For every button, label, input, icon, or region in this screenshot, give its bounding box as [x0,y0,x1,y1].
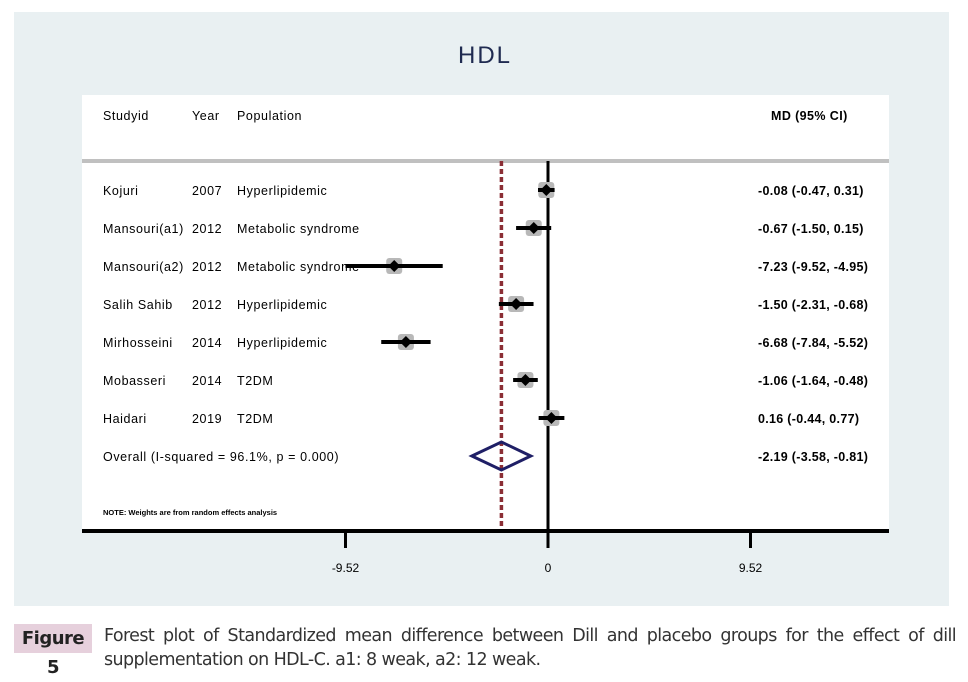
effect-label: 0.16 (-0.44, 0.77) [758,412,859,426]
note-text: NOTE: Weights are from random effects an… [103,508,277,517]
header-divider [82,159,889,163]
x-tick-label: 9.52 [739,561,763,575]
study-year: 2007 [192,184,222,198]
study-name: Mirhosseini [103,336,173,350]
study-name: Mansouri(a2) [103,260,184,274]
study-year: 2014 [192,374,222,388]
x-tick-label: 0 [545,561,552,575]
study-year: 2019 [192,412,222,426]
forest-plot: HDL Studyid Year Population MD (95% CI) … [82,42,889,575]
point-estimate [388,260,401,272]
header-study: Studyid [103,109,149,123]
point-estimate [545,412,558,424]
study-population: Hyperlipidemic [237,184,327,198]
effect-label: -1.06 (-1.64, -0.48) [758,374,868,388]
study-population: Metabolic syndrome [237,260,360,274]
study-row: Kojuri 2007 Hyperlipidemic -0.08 (-0.47, 0.… [103,182,864,198]
figure-caption: Forest plot of Standardized mean differe… [104,626,957,670]
point-estimate [510,298,523,310]
study-year: 2012 [192,260,222,274]
study-name: Mansouri(a1) [103,222,184,236]
study-row: Mirhosseini 2014 Hyperlipidemic -6.68 (-7.8… [103,334,868,350]
study-row: Mansouri(a2) 2012 Metabolic syndrome -7.23 … [103,258,868,274]
point-estimate [540,184,553,196]
header-effect: MD (95% CI) [771,109,848,123]
study-population: T2DM [237,374,273,388]
study-population: Hyperlipidemic [237,298,327,312]
header-year: Year [192,109,220,123]
study-population: Hyperlipidemic [237,336,327,350]
point-estimate [527,222,540,234]
point-estimate [519,374,532,386]
study-name: Salih Sahib [103,298,173,312]
header-population: Population [237,109,302,123]
overall-row: Overall (I-squared = 96.1%, p = 0.000) -2… [103,440,868,472]
plot-area [82,95,889,531]
effect-label: -7.23 (-9.52, -4.95) [758,260,868,274]
study-year: 2014 [192,336,222,350]
overall-effect-label: -2.19 (-3.58, -0.81) [758,450,868,464]
effect-label: -0.08 (-0.47, 0.31) [758,184,864,198]
study-name: Haidari [103,412,147,426]
chart-title: HDL [458,42,512,69]
effect-label: -0.67 (-1.50, 0.15) [758,222,864,236]
overall-diamond [468,440,535,472]
x-tick-label: -9.52 [332,561,360,575]
study-row: Salih Sahib 2012 Hyperlipidemic -1.50 (-2.3… [103,296,868,312]
x-axis [82,529,889,533]
figure-label: Figure 5 [14,624,92,678]
study-row: Mansouri(a1) 2012 Metabolic syndrome -0.67 … [103,220,864,236]
study-name: Mobasseri [103,374,166,388]
study-row: Mobasseri 2014 T2DM -1.06 (-1.64, -0.48) [103,372,868,388]
study-population: Metabolic syndrome [237,222,360,236]
point-estimate [399,336,412,348]
effect-label: -1.50 (-2.31, -0.68) [758,298,868,312]
study-year: 2012 [192,298,222,312]
overall-label: Overall (I-squared = 96.1%, p = 0.000) [103,450,339,464]
study-row: Haidari 2019 T2DM 0.16 (-0.44, 0.77) [103,410,859,426]
study-year: 2012 [192,222,222,236]
study-name: Kojuri [103,184,139,198]
study-population: T2DM [237,412,273,426]
effect-label: -6.68 (-7.84, -5.52) [758,336,868,350]
